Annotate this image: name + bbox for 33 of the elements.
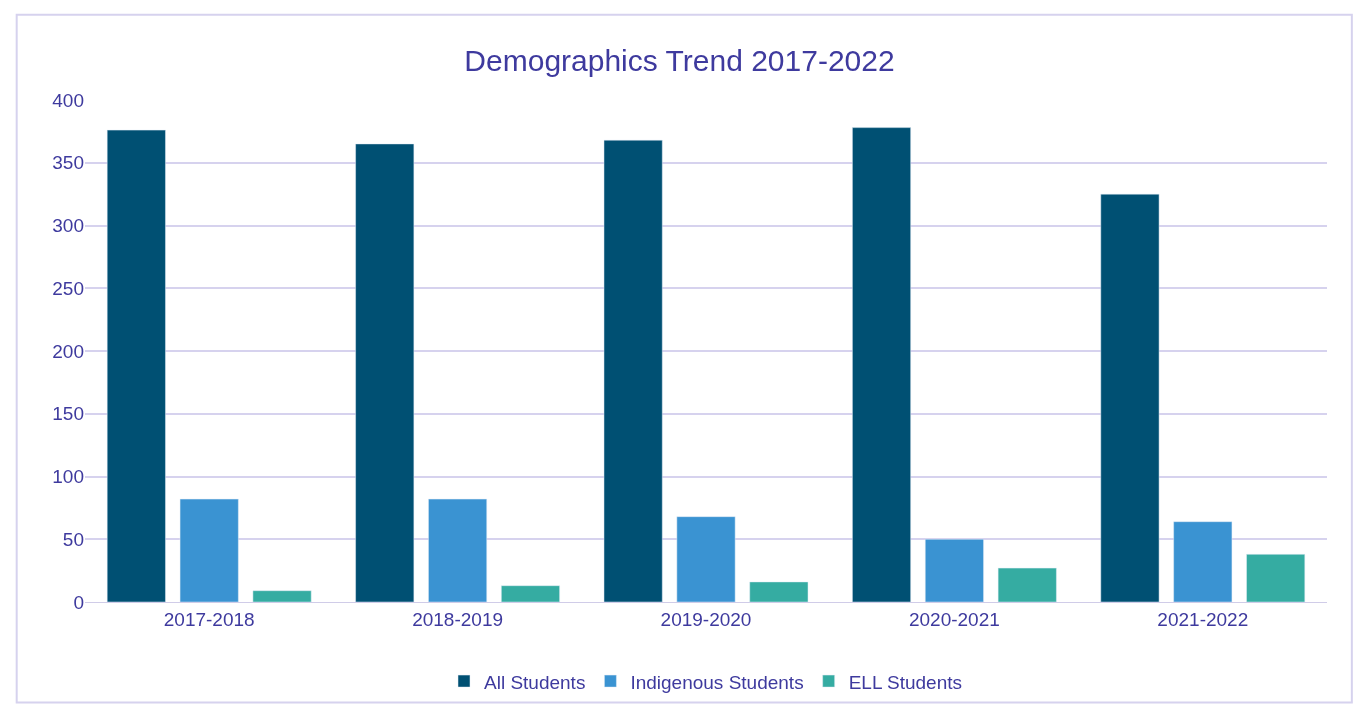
legend-label: Indigenous Students bbox=[630, 671, 804, 693]
y-tick-label: 50 bbox=[62, 528, 84, 550]
bar bbox=[355, 143, 415, 602]
bar bbox=[997, 567, 1057, 602]
bar bbox=[1173, 521, 1233, 602]
x-tick-label: 2019-2020 bbox=[660, 608, 752, 630]
bar bbox=[1246, 554, 1306, 602]
y-tick-label: 100 bbox=[52, 466, 84, 488]
y-tick-label: 200 bbox=[52, 340, 84, 362]
y-tick-label: 250 bbox=[52, 277, 84, 299]
bar bbox=[749, 581, 809, 602]
bar bbox=[428, 498, 487, 602]
bar bbox=[676, 516, 736, 602]
bar bbox=[501, 585, 560, 602]
bar bbox=[179, 498, 239, 602]
y-tick-label: 350 bbox=[52, 152, 84, 174]
bar bbox=[925, 539, 984, 602]
bar bbox=[1100, 193, 1160, 602]
legend-label: All Students bbox=[484, 671, 586, 693]
bar bbox=[852, 127, 911, 602]
y-tick-label: 400 bbox=[52, 89, 84, 111]
y-tick-label: 150 bbox=[52, 403, 84, 425]
x-tick-label: 2021-2022 bbox=[1157, 608, 1249, 630]
x-tick-label: 2020-2021 bbox=[908, 608, 1000, 630]
bar bbox=[603, 139, 663, 602]
bar bbox=[252, 590, 312, 602]
y-tick-label: 300 bbox=[52, 215, 84, 237]
legend-label: ELL Students bbox=[848, 671, 963, 693]
y-tick-label: 0 bbox=[73, 591, 84, 613]
chart-title: Demographics Trend 2017-2022 bbox=[464, 44, 895, 78]
bar bbox=[106, 129, 166, 602]
x-tick-label: 2018-2019 bbox=[412, 608, 504, 630]
x-tick-label: 2017-2018 bbox=[163, 608, 255, 630]
